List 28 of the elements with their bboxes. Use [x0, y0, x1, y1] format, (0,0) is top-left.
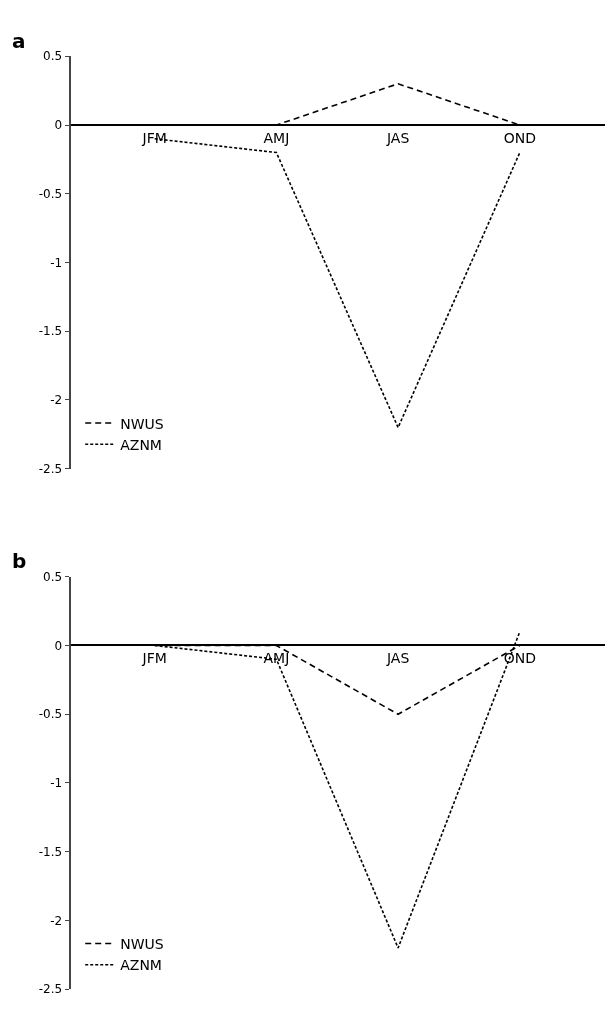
x-tick-label: OND: [503, 650, 536, 667]
y-tick-label: -2.5: [38, 461, 63, 476]
y-tick-label: 0: [54, 118, 63, 133]
legend-label: NWUS: [120, 935, 164, 952]
y-tick-label: -2: [50, 393, 63, 408]
y-tick-label: 0.5: [43, 49, 63, 64]
y-tick-label: -2.5: [38, 982, 63, 997]
chart-title: a: [12, 29, 26, 53]
x-tick-label: AMJ: [263, 650, 290, 667]
x-tick-label: JFM: [141, 650, 167, 667]
y-tick-label: -1: [50, 776, 63, 791]
y-tick-label: -0.5: [38, 707, 63, 722]
y-tick-label: -1.5: [38, 324, 63, 339]
legend-label: NWUS: [120, 415, 164, 432]
legend-label: AZNM: [120, 436, 162, 453]
y-tick-label: -1: [50, 255, 63, 270]
x-tick-label: JFM: [141, 129, 167, 146]
chart-title: b: [12, 549, 27, 573]
y-tick-label: 0: [54, 638, 63, 653]
x-tick-label: OND: [503, 129, 536, 146]
y-tick-label: 0.5: [43, 569, 63, 584]
legend-label: AZNM: [120, 957, 162, 974]
x-tick-label: JAS: [385, 650, 410, 667]
y-tick-label: -2: [50, 913, 63, 928]
x-tick-label: AMJ: [263, 129, 290, 146]
y-tick-label: -0.5: [38, 186, 63, 201]
x-tick-label: JAS: [385, 129, 410, 146]
y-tick-label: -1.5: [38, 844, 63, 859]
